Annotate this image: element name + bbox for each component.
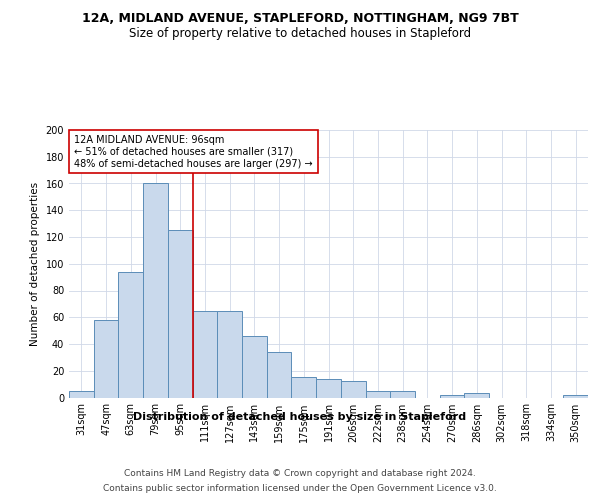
Bar bbox=[292, 378, 316, 398]
Bar bbox=[563, 395, 588, 398]
Bar bbox=[69, 391, 94, 398]
Bar bbox=[267, 352, 292, 398]
Bar bbox=[193, 310, 217, 398]
Bar bbox=[217, 310, 242, 398]
Bar bbox=[168, 230, 193, 398]
Bar bbox=[365, 391, 390, 398]
Text: Contains public sector information licensed under the Open Government Licence v3: Contains public sector information licen… bbox=[103, 484, 497, 493]
Bar bbox=[242, 336, 267, 398]
Bar bbox=[464, 394, 489, 398]
Text: Size of property relative to detached houses in Stapleford: Size of property relative to detached ho… bbox=[129, 28, 471, 40]
Text: 12A MIDLAND AVENUE: 96sqm
← 51% of detached houses are smaller (317)
48% of semi: 12A MIDLAND AVENUE: 96sqm ← 51% of detac… bbox=[74, 136, 313, 168]
Bar bbox=[341, 382, 365, 398]
Bar bbox=[440, 395, 464, 398]
Bar bbox=[390, 391, 415, 398]
Bar bbox=[316, 379, 341, 398]
Bar bbox=[94, 320, 118, 398]
Bar bbox=[143, 184, 168, 398]
Bar bbox=[118, 272, 143, 398]
Text: 12A, MIDLAND AVENUE, STAPLEFORD, NOTTINGHAM, NG9 7BT: 12A, MIDLAND AVENUE, STAPLEFORD, NOTTING… bbox=[82, 12, 518, 26]
Text: Distribution of detached houses by size in Stapleford: Distribution of detached houses by size … bbox=[133, 412, 467, 422]
Text: Contains HM Land Registry data © Crown copyright and database right 2024.: Contains HM Land Registry data © Crown c… bbox=[124, 469, 476, 478]
Y-axis label: Number of detached properties: Number of detached properties bbox=[30, 182, 40, 346]
